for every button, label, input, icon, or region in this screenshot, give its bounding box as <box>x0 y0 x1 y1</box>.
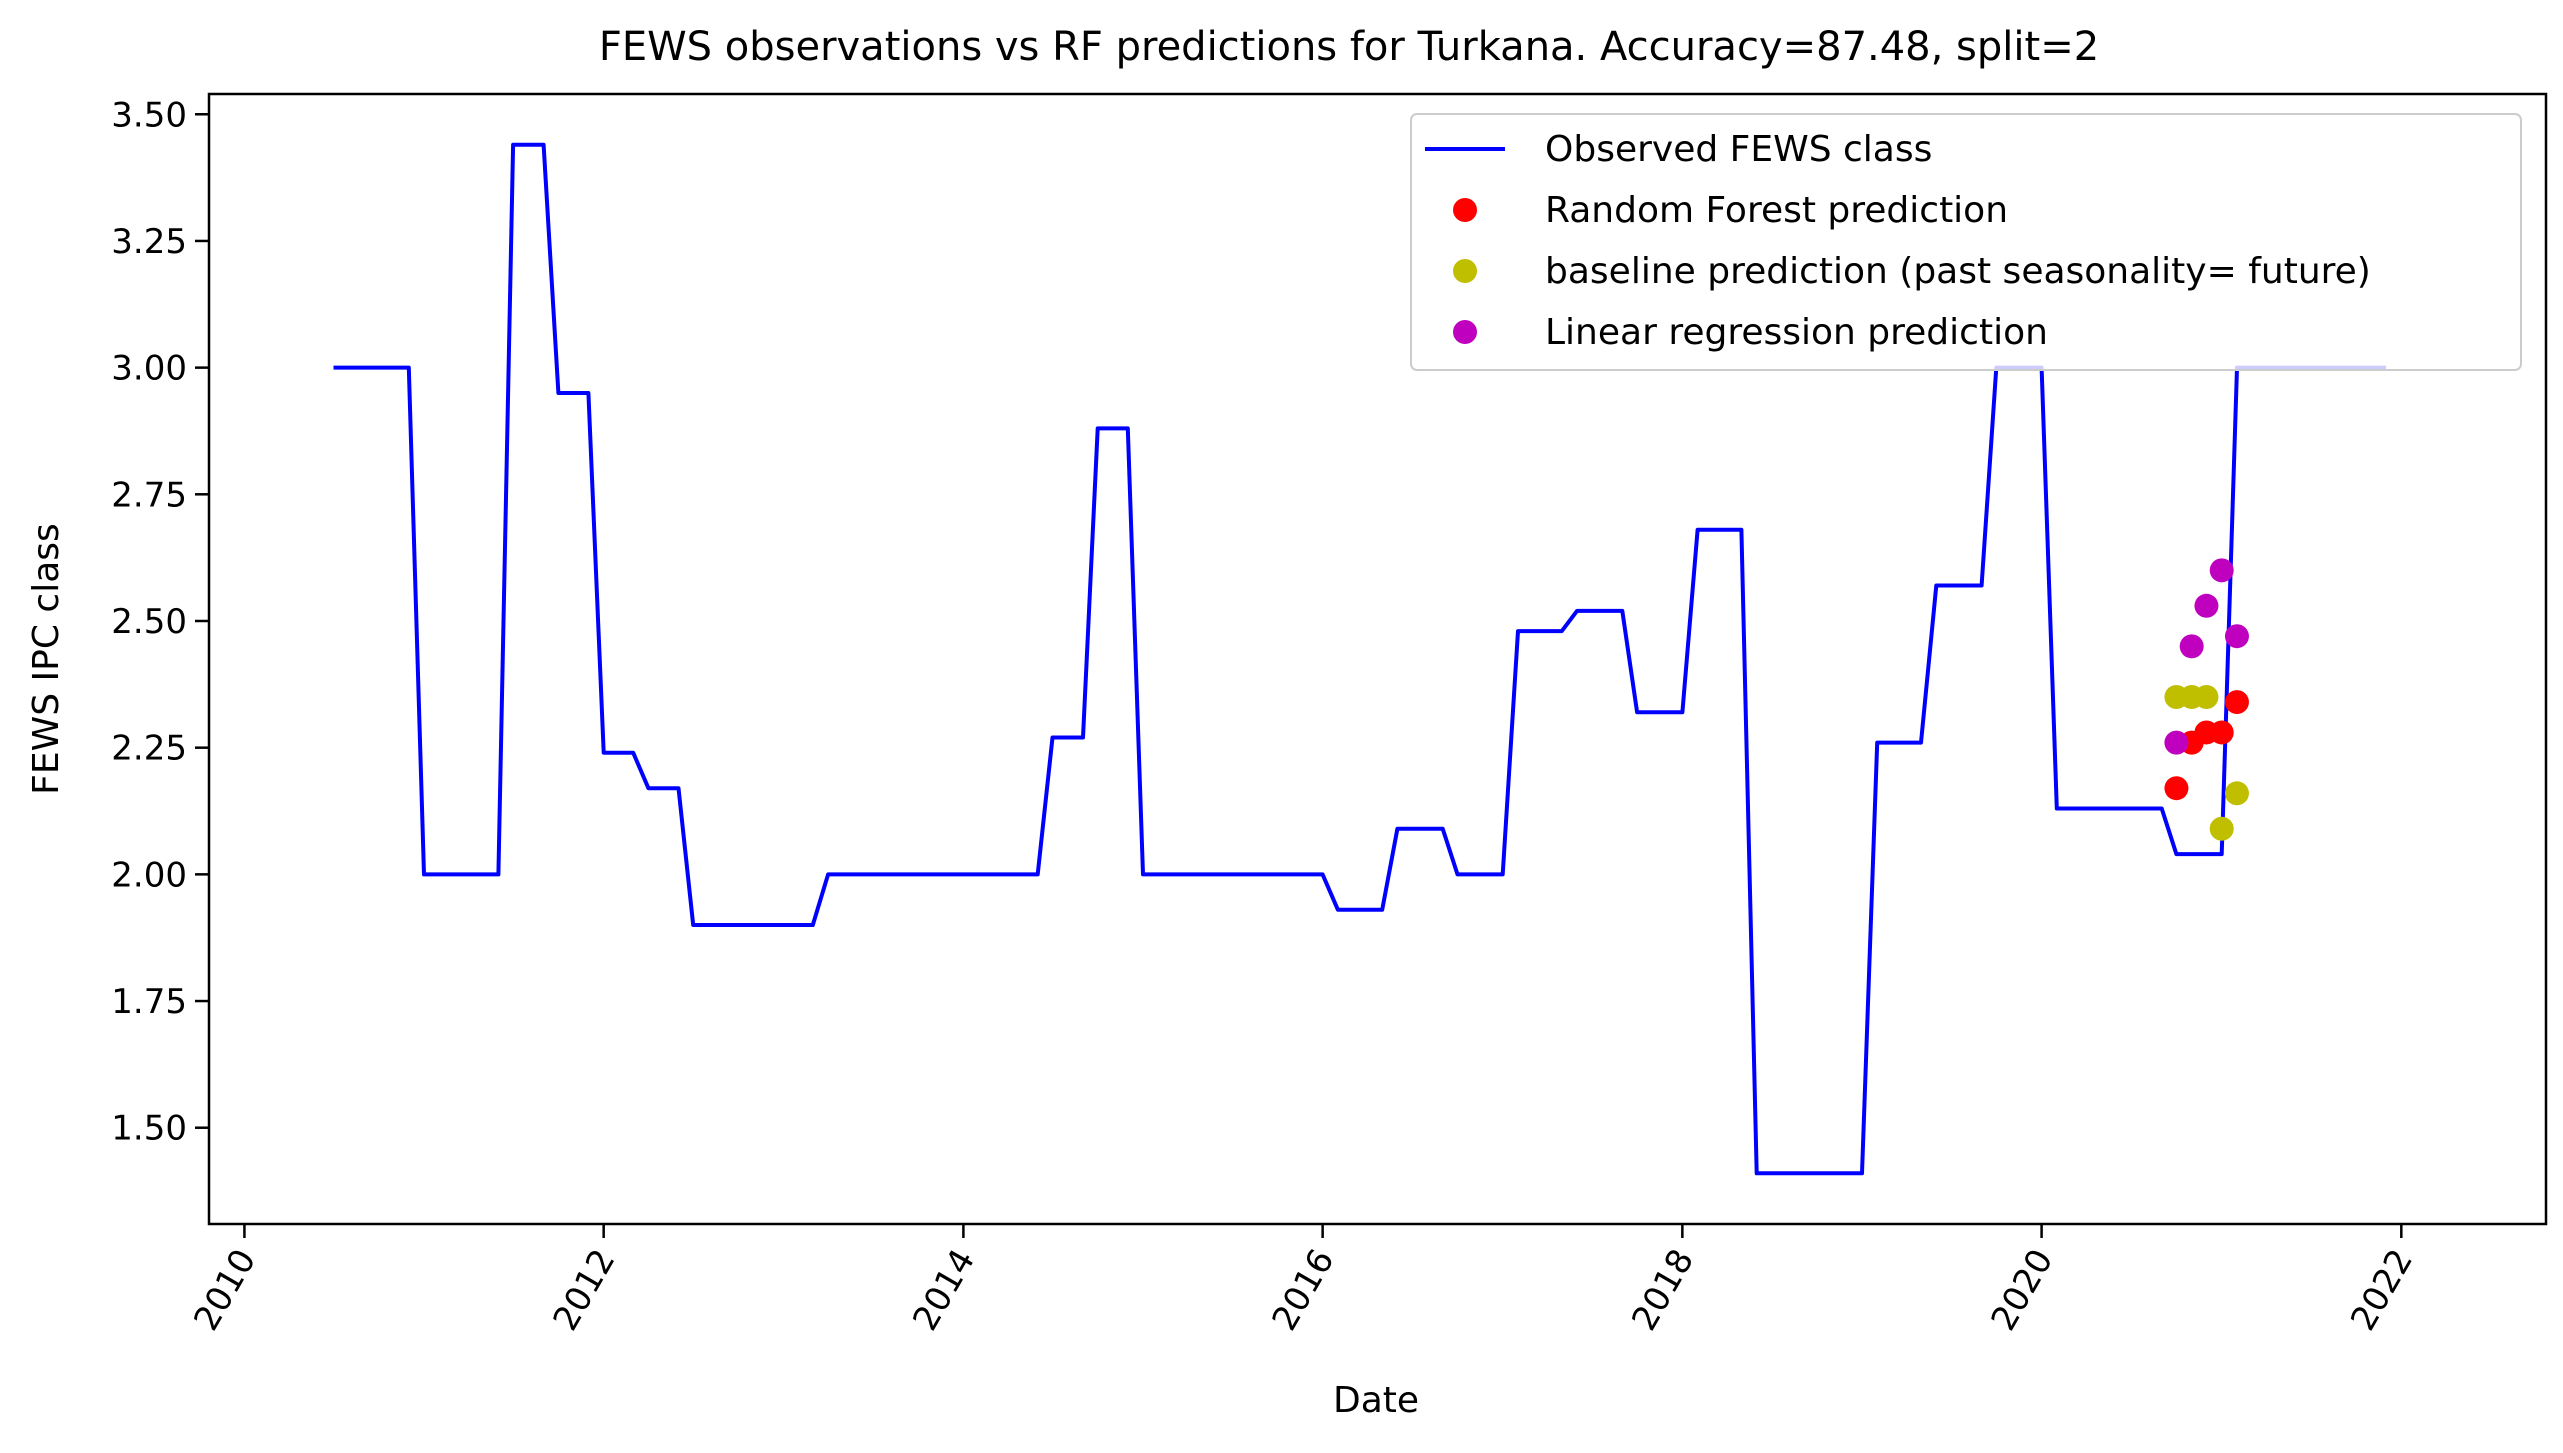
chart-title: FEWS observations vs RF predictions for … <box>599 24 2099 70</box>
point-linear-regression-prediction <box>2209 558 2234 583</box>
y-tick-label: 1.50 <box>111 1109 187 1149</box>
y-tick-label: 1.75 <box>111 982 187 1022</box>
y-tick-label: 3.00 <box>111 349 187 389</box>
legend-label: baseline prediction (past seasonality= f… <box>1545 251 2371 292</box>
point-baseline-prediction-past-seasonality-future <box>2224 781 2249 806</box>
legend-label: Linear regression prediction <box>1545 312 2048 353</box>
y-tick-label: 3.50 <box>111 95 187 135</box>
y-tick-label: 2.00 <box>111 855 187 895</box>
x-tick-label: 2010 <box>186 1243 264 1338</box>
point-linear-regression-prediction <box>2194 593 2219 618</box>
plot-frame <box>207 92 2548 1226</box>
y-tick-label: 3.25 <box>111 222 187 262</box>
point-random-forest-prediction <box>2164 776 2189 801</box>
legend: Observed FEWS class Random Forest predict… <box>1410 113 2522 371</box>
x-tick-label: 2022 <box>2343 1243 2421 1338</box>
point-baseline-prediction-past-seasonality-future <box>2194 685 2219 710</box>
legend-label: Random Forest prediction <box>1545 190 2008 231</box>
legend-swatch-linear-regression-prediction <box>1453 320 1477 344</box>
y-tick-label: 2.25 <box>111 729 187 769</box>
y-tick-label: 2.50 <box>111 602 187 642</box>
x-tick-label: 2016 <box>1265 1243 1343 1338</box>
point-linear-regression-prediction <box>2224 624 2249 649</box>
x-tick-label: 2014 <box>905 1243 983 1338</box>
series-layer <box>333 142 2387 1176</box>
point-linear-regression-prediction <box>2179 634 2204 659</box>
legend-box <box>1410 113 2522 371</box>
point-linear-regression-prediction <box>2164 730 2189 755</box>
y-axis-label: FEWS IPC class <box>26 523 67 795</box>
x-tick-label: 2020 <box>1983 1243 2061 1338</box>
x-tick-label: 2012 <box>546 1243 624 1338</box>
y-tick-label: 2.75 <box>111 475 187 515</box>
x-tick-label: 2018 <box>1624 1243 1702 1338</box>
legend-label: Observed FEWS class <box>1545 129 1932 170</box>
legend-swatch-random-forest-prediction <box>1453 198 1477 222</box>
point-baseline-prediction-past-seasonality-future <box>2209 816 2234 841</box>
y-axis-ticks: 1.50 1.75 2.00 2.25 2.50 2.75 3.00 3.25 3.50 <box>111 95 209 1149</box>
series-line-observed-fews-class <box>333 142 2387 1176</box>
legend-swatch-baseline-prediction-past-seasonality-future <box>1453 259 1477 283</box>
point-random-forest-prediction <box>2209 720 2234 745</box>
x-axis-ticks: 2010 2012 2014 2016 2018 2020 2022 <box>186 1224 2421 1337</box>
x-axis-label: Date <box>1333 1380 1419 1421</box>
point-random-forest-prediction <box>2224 690 2249 715</box>
